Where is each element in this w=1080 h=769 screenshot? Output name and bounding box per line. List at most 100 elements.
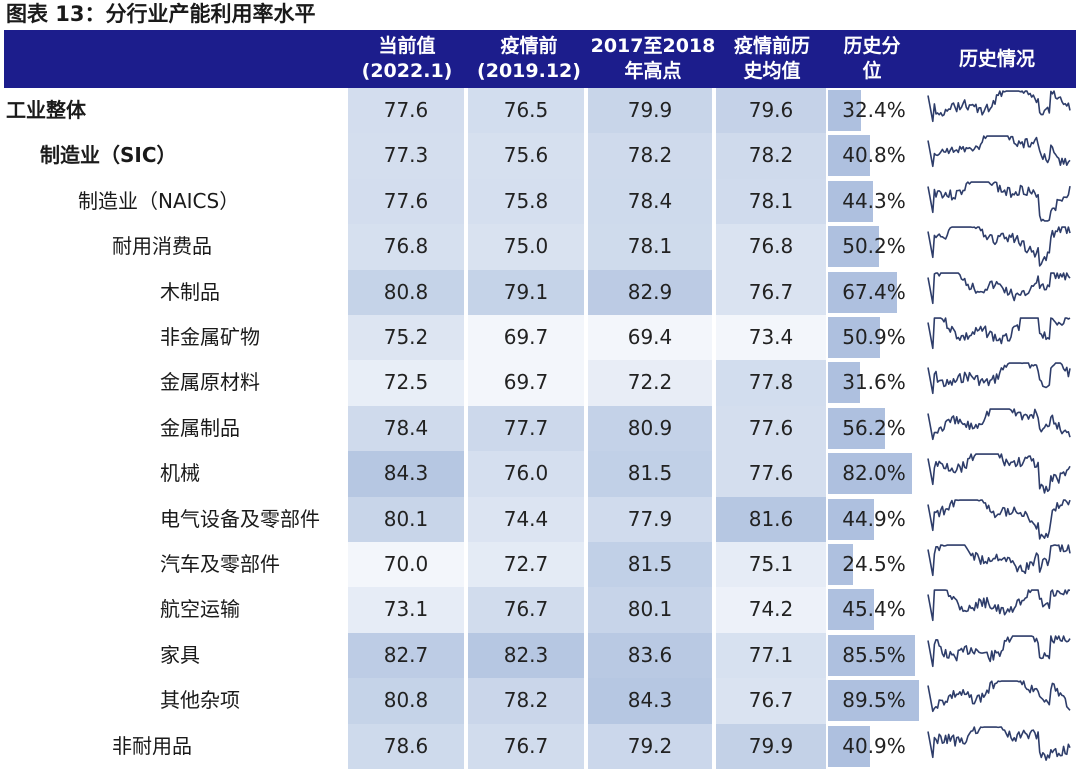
percentile-bar (828, 725, 870, 767)
table-header: 当前值 (2022.1) 疫情前 (2019.12) 2017至2018 年高点… (4, 30, 1076, 88)
header-hist-avg: 疫情前历 史均值 (716, 30, 828, 88)
cell-hist-avg: 75.1 (716, 542, 826, 588)
cell-current: 73.1 (348, 587, 464, 633)
percentile-value: 85.5% (842, 642, 906, 667)
percentile-bar (828, 407, 886, 449)
row-label: 非耐用品 (112, 733, 192, 758)
row-label: 金属原材料 (160, 370, 260, 395)
header-current: 当前值 (2022.1) (346, 30, 468, 88)
header-hist-avg-line2: 史均值 (743, 60, 801, 82)
percentile-bar (828, 226, 880, 268)
percentile-value: 32.4% (842, 98, 906, 122)
history-sparkline (927, 226, 1071, 267)
cell-current: 78.4 (348, 405, 464, 452)
history-sparkline (927, 498, 1071, 540)
header-pre-covid: 疫情前 (2019.12) (468, 30, 590, 88)
percentile-bar (828, 271, 897, 313)
table-row: 其他杂项 80.8 78.2 84.3 76.7 89.5% (0, 678, 1080, 724)
percentile-bar (828, 90, 862, 131)
cell-hist-avg: 76.8 (716, 224, 826, 270)
history-sparkline (927, 362, 1071, 395)
cell-pre-covid: 69.7 (468, 315, 584, 361)
percentile-value: 56.2% (842, 415, 906, 440)
percentile-cell: 24.5% (828, 542, 920, 587)
cell-high-2017-2018: 80.1 (588, 587, 712, 633)
table-row: 非金属矿物 75.2 69.7 69.4 73.4 50.9% (0, 315, 1080, 361)
percentile-value: 50.9% (842, 325, 906, 349)
history-sparkline (927, 453, 1071, 494)
cell-current: 70.0 (348, 542, 464, 588)
percentile-cell: 85.5% (828, 633, 920, 678)
table-row: 金属原材料 72.5 69.7 72.2 77.8 31.6% (0, 360, 1080, 406)
percentile-bar (828, 589, 875, 631)
percentile-cell: 44.3% (828, 179, 920, 224)
header-history: 历史情况 (922, 30, 1072, 88)
table-row: 汽车及零部件 70.0 72.7 81.5 75.1 24.5% (0, 542, 1080, 588)
table-row: 家具 82.7 82.3 83.6 77.1 85.5% (0, 632, 1080, 679)
cell-pre-covid: 75.6 (468, 133, 584, 179)
table-row: 耐用消费品 76.8 75.0 78.1 76.8 50.2% (0, 224, 1080, 270)
row-label: 机械 (160, 461, 200, 486)
percentile-cell: 45.4% (828, 587, 920, 632)
cell-pre-covid: 76.5 (468, 88, 584, 134)
cell-high-2017-2018: 80.9 (588, 405, 712, 452)
cell-pre-covid: 69.7 (468, 360, 584, 406)
percentile-cell: 40.8% (828, 133, 920, 178)
percentile-cell: 56.2% (828, 406, 920, 451)
cell-hist-avg: 77.8 (716, 360, 826, 406)
header-pre-covid-line2: (2019.12) (477, 60, 581, 82)
row-label: 电气设备及零部件 (160, 506, 320, 531)
table-row: 机械 84.3 76.0 81.5 77.6 82.0% (0, 451, 1080, 497)
cell-pre-covid: 75.8 (468, 178, 584, 225)
cell-current: 76.8 (348, 224, 464, 270)
cell-pre-covid: 82.3 (468, 632, 584, 679)
percentile-cell: 89.5% (828, 678, 920, 723)
percentile-value: 31.6% (842, 370, 906, 395)
percentile-cell: 32.4% (828, 88, 920, 133)
table-row: 工业整体 77.6 76.5 79.9 79.6 32.4% (0, 88, 1080, 134)
percentile-cell: 40.9% (828, 724, 920, 769)
percentile-value: 40.9% (842, 733, 906, 758)
cell-high-2017-2018: 83.6 (588, 632, 712, 679)
row-label: 金属制品 (160, 415, 240, 440)
row-label: 耐用消费品 (112, 234, 212, 259)
cell-pre-covid: 76.0 (468, 451, 584, 497)
cell-hist-avg: 79.9 (716, 723, 826, 769)
header-pre-covid-line1: 疫情前 (500, 35, 558, 57)
history-sparkline (927, 317, 1071, 350)
cell-pre-covid: 74.4 (468, 496, 584, 542)
cell-high-2017-2018: 81.5 (588, 451, 712, 497)
percentile-bar (828, 180, 874, 222)
cell-current: 72.5 (348, 360, 464, 406)
percentile-cell: 67.4% (828, 270, 920, 315)
percentile-bar (828, 544, 853, 585)
percentile-value: 40.8% (842, 143, 906, 168)
percentile-bar (828, 135, 870, 177)
cell-pre-covid: 72.7 (468, 542, 584, 588)
header-history-line1: 历史情况 (958, 47, 1035, 70)
history-sparkline (927, 271, 1071, 304)
cell-hist-avg: 77.6 (716, 451, 826, 497)
cell-high-2017-2018: 81.5 (588, 542, 712, 588)
percentile-cell: 82.0% (828, 451, 920, 496)
cell-current: 82.7 (348, 632, 464, 679)
row-label: 非金属矿物 (160, 325, 260, 349)
figure-title: 图表 13：分行业产能利用率水平 (6, 2, 316, 26)
percentile-cell: 50.2% (828, 224, 920, 269)
table-row: 木制品 80.8 79.1 82.9 76.7 67.4% (0, 269, 1080, 315)
cell-high-2017-2018: 72.2 (588, 360, 712, 406)
percentile-bar (828, 317, 880, 358)
cell-pre-covid: 78.2 (468, 678, 584, 724)
header-percentile-line1: 历史分 (843, 35, 901, 57)
percentile-value: 82.0% (842, 461, 906, 486)
percentile-value: 44.9% (842, 506, 906, 531)
cell-current: 77.6 (348, 88, 464, 134)
history-sparkline (927, 544, 1071, 577)
history-sparkline (927, 725, 1071, 761)
cell-current: 77.6 (348, 178, 464, 225)
row-label: 其他杂项 (160, 688, 240, 713)
history-sparkline (927, 408, 1071, 440)
percentile-bar (828, 680, 920, 722)
cell-hist-avg: 79.6 (716, 88, 826, 134)
header-hist-avg-line1: 疫情前历 (733, 35, 810, 57)
